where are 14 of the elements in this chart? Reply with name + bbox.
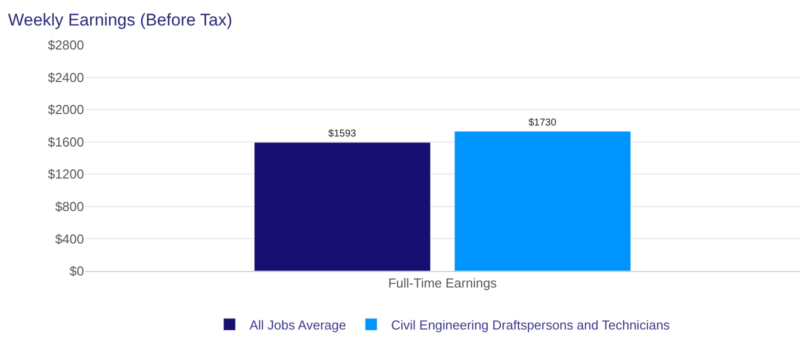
data-label: $1593 xyxy=(328,128,357,140)
legend-label: Civil Engineering Draftspersons and Technicians xyxy=(391,317,670,332)
data-label: $1730 xyxy=(528,117,557,128)
x-tick-label: Full-Time Earnings xyxy=(388,276,498,291)
y-tick-label: $400 xyxy=(55,231,84,246)
y-tick-label: $1200 xyxy=(48,166,84,182)
y-tick-label: $2400 xyxy=(48,70,84,85)
legend-label: All Jobs Average xyxy=(250,317,346,332)
y-tick-label: $1600 xyxy=(48,134,84,150)
y-tick-label: $2800 xyxy=(48,38,84,53)
chart-title: Weekly Earnings (Before Tax) xyxy=(8,10,232,30)
y-tick-label: $0 xyxy=(70,264,84,279)
y-tick-label: $2000 xyxy=(48,102,84,118)
y-tick-label: $800 xyxy=(55,198,84,214)
